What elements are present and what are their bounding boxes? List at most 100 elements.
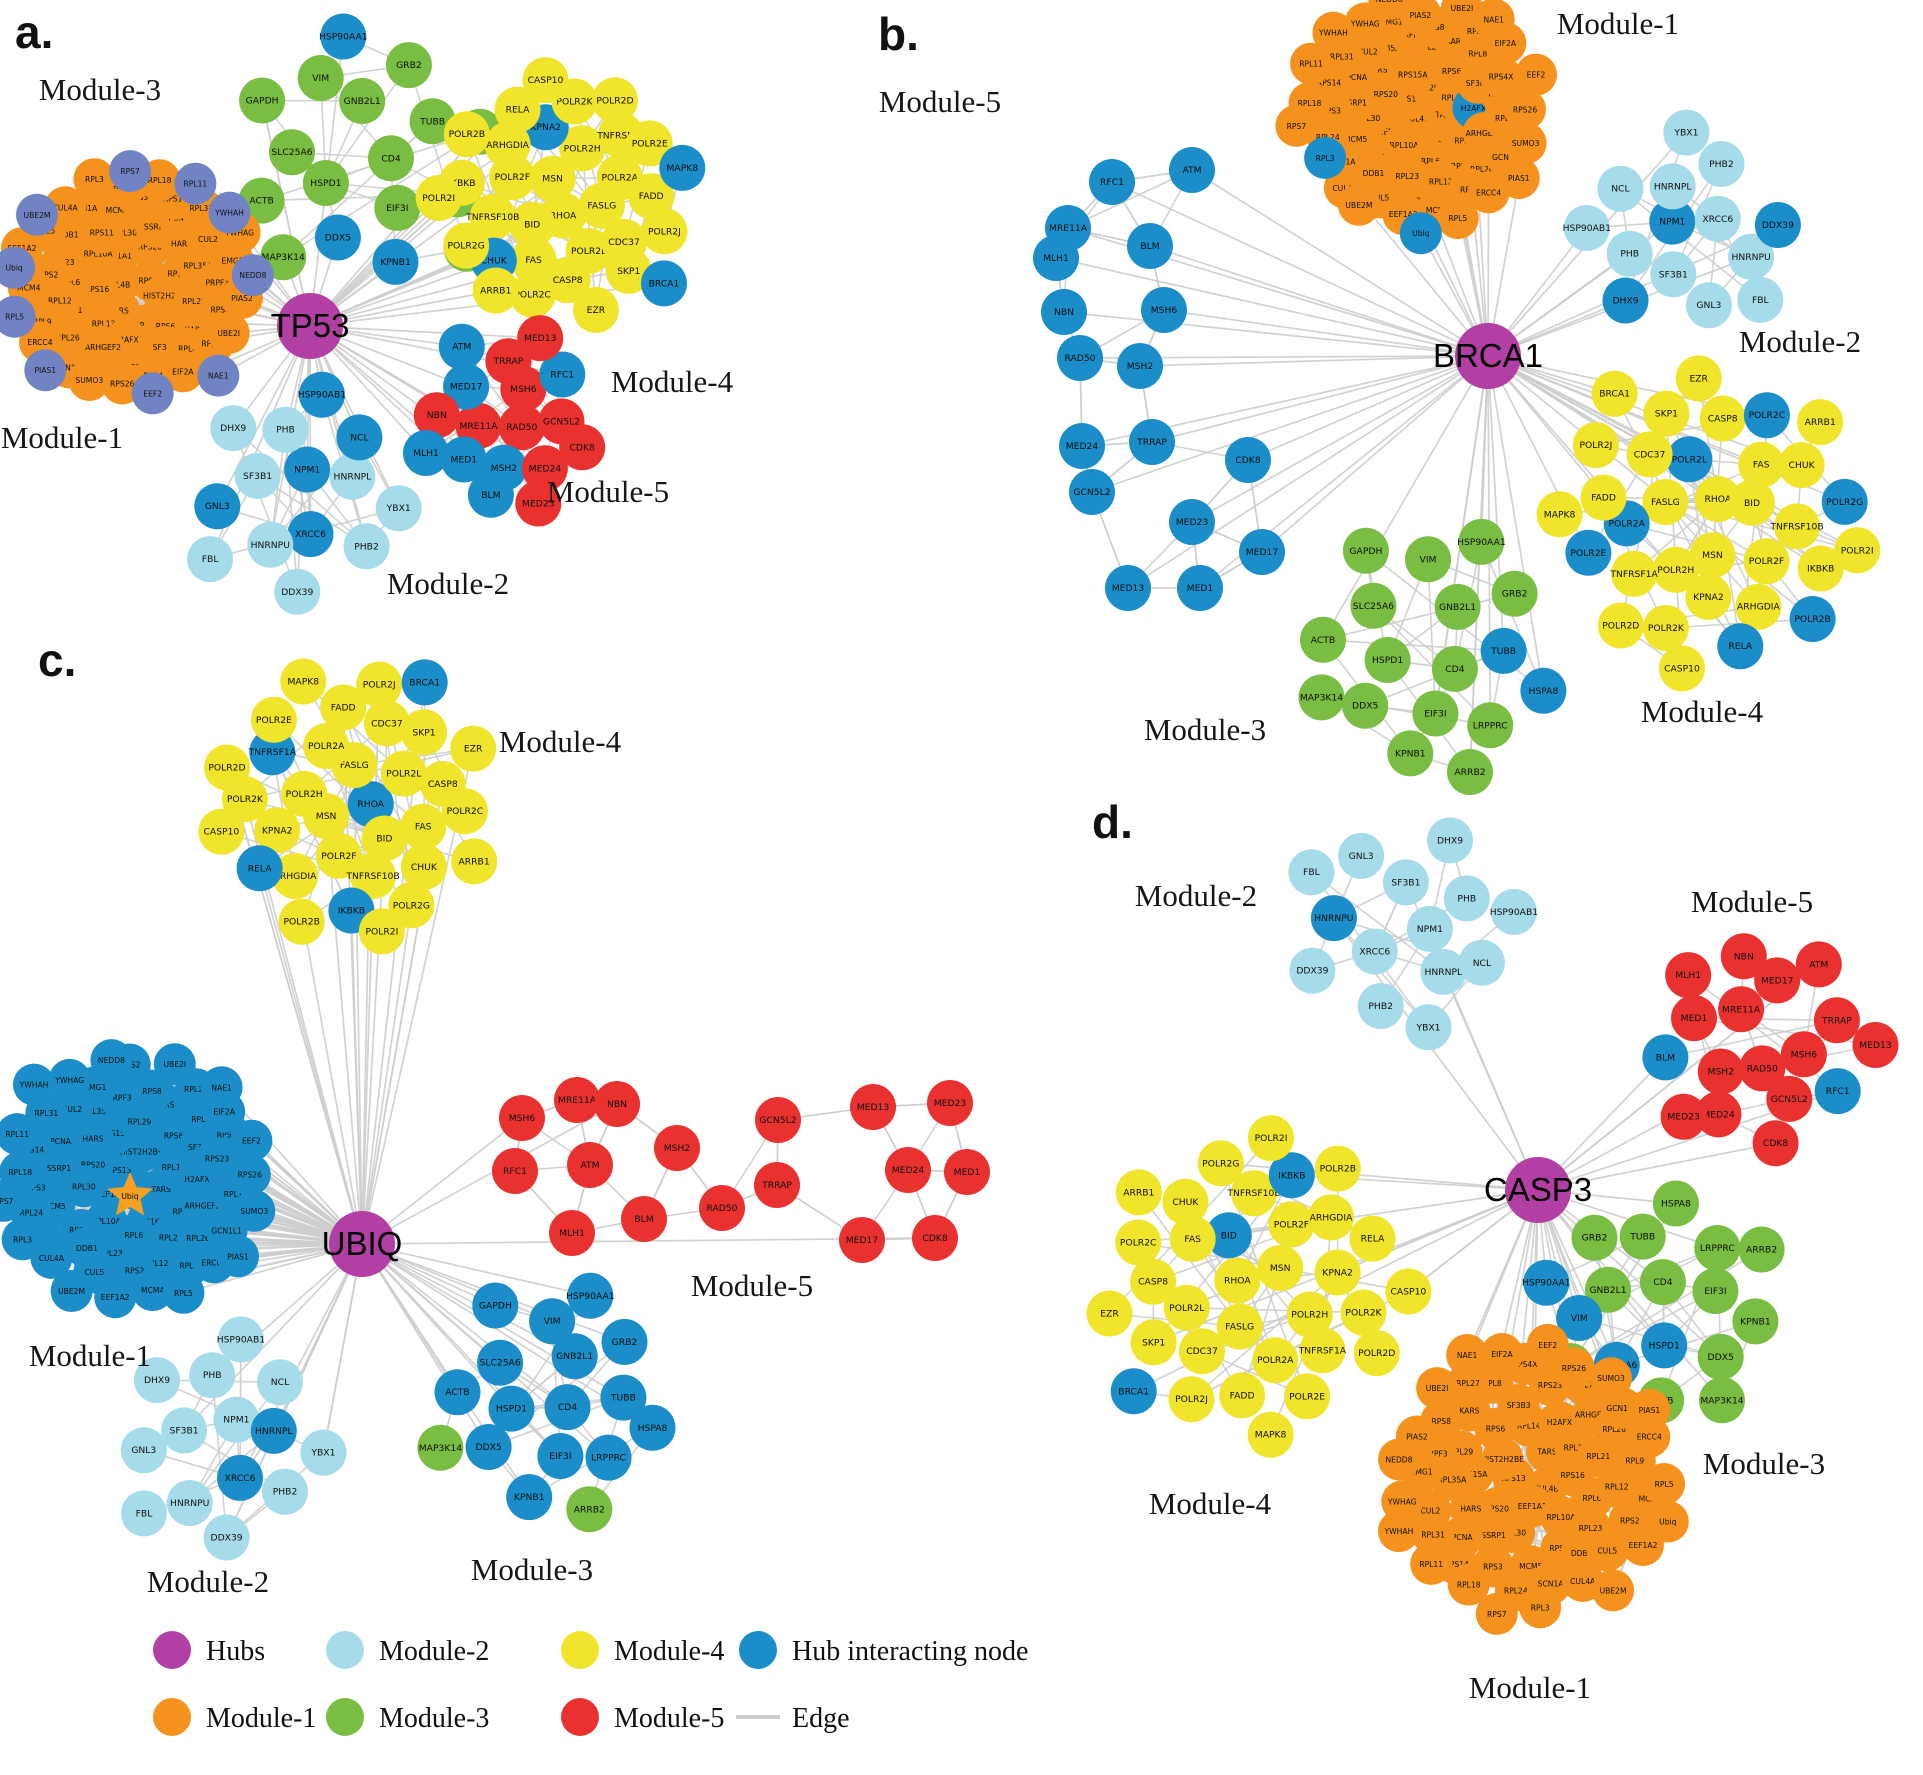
node-HSPD1[interactable]: HSPD1 <box>1364 637 1411 683</box>
node-HSP90AB1[interactable]: HSP90AB1 <box>1490 888 1538 935</box>
node-HNRNPL[interactable]: HNRNPL <box>329 453 376 500</box>
node-CHUK[interactable]: CHUK <box>1778 442 1825 489</box>
node-FBL[interactable]: FBL <box>121 1490 167 1537</box>
node-POLR2B[interactable]: POLR2B <box>1314 1145 1361 1192</box>
node-XRCC6[interactable]: XRCC6 <box>1694 195 1741 242</box>
node-PIAS1[interactable]: PIAS1 <box>217 1235 259 1278</box>
node-RPL3[interactable]: RPL3 <box>1519 1586 1562 1629</box>
node-FBL[interactable]: FBL <box>1737 276 1784 323</box>
node-NAE1[interactable]: NAE1 <box>200 1066 243 1109</box>
node-MED24[interactable]: MED24 <box>1059 423 1105 469</box>
node-ARHGDIA[interactable]: ARHGDIA <box>1735 583 1782 630</box>
node-POLR2J[interactable]: POLR2J <box>356 661 403 708</box>
node-TRRAP[interactable]: TRRAP <box>1813 997 1860 1044</box>
node-VIM[interactable]: VIM <box>297 55 344 101</box>
node-ATM[interactable]: ATM <box>1169 147 1215 193</box>
node-UBE2I[interactable]: UBE2I <box>1416 1367 1459 1410</box>
node-PHB2[interactable]: PHB2 <box>262 1468 308 1515</box>
node-GNB2L1[interactable]: GNB2L1 <box>339 78 386 124</box>
node-GRB2[interactable]: GRB2 <box>601 1318 648 1365</box>
node-NAE1[interactable]: NAE1 <box>1472 0 1515 41</box>
node-DDX39[interactable]: DDX39 <box>274 568 321 615</box>
node-VIM[interactable]: VIM <box>529 1298 576 1345</box>
node-NEDD8[interactable]: NEDD8 <box>90 1039 133 1082</box>
node-NBN[interactable]: NBN <box>1720 933 1767 980</box>
node-HSPD1[interactable]: HSPD1 <box>488 1385 535 1432</box>
node-RFC1[interactable]: RFC1 <box>1814 1068 1861 1115</box>
node-DHX9[interactable]: DHX9 <box>1602 277 1649 324</box>
node-MED13[interactable]: MED13 <box>1852 1022 1899 1068</box>
node-HNRNPL[interactable]: HNRNPL <box>250 1407 297 1454</box>
node-NPM1[interactable]: NPM1 <box>284 446 331 493</box>
node-UBE2I[interactable]: UBE2I <box>153 1043 196 1086</box>
node-RPL5[interactable]: RPL5 <box>162 1271 205 1314</box>
node-UBE2I[interactable]: UBE2I <box>207 312 250 355</box>
node-POLR2D[interactable]: POLR2D <box>204 744 250 791</box>
node-HSPD1[interactable]: HSPD1 <box>302 160 349 206</box>
node-PIAS1[interactable]: PIAS1 <box>1497 157 1540 199</box>
node-FBL[interactable]: FBL <box>187 536 234 583</box>
node-SKP1[interactable]: SKP1 <box>1130 1319 1177 1366</box>
node-XRCC6[interactable]: XRCC6 <box>217 1454 263 1501</box>
node-SF3B1[interactable]: SF3B1 <box>1650 251 1697 298</box>
node-TRRAP[interactable]: TRRAP <box>1129 419 1175 465</box>
node-CASP10[interactable]: CASP10 <box>1385 1268 1432 1315</box>
node-HSPA8[interactable]: HSPA8 <box>1520 667 1567 714</box>
node-SUMO3[interactable]: SUMO3 <box>233 1189 276 1232</box>
node-RPS7[interactable]: RPS7 <box>109 150 152 193</box>
node-SLC25A6[interactable]: SLC25A6 <box>477 1339 524 1386</box>
node-ARRB2[interactable]: ARRB2 <box>566 1486 613 1533</box>
node-POLR2H[interactable]: POLR2H <box>281 770 328 817</box>
node-POLR2L[interactable]: POLR2L <box>1666 436 1713 483</box>
node-CHUK[interactable]: CHUK <box>1162 1178 1209 1225</box>
node-BRCA1[interactable]: BRCA1 <box>641 260 687 307</box>
node-LRPPRC[interactable]: LRPPRC <box>1467 702 1514 749</box>
node-SKP1[interactable]: SKP1 <box>401 709 447 756</box>
node-UBE2M[interactable]: UBE2M <box>16 193 58 236</box>
node-YBX1[interactable]: YBX1 <box>1405 1004 1452 1051</box>
node-PHB2[interactable]: PHB2 <box>1698 141 1745 187</box>
node-NCL[interactable]: NCL <box>336 414 383 461</box>
node-POLR2D[interactable]: POLR2D <box>592 77 638 124</box>
node-MED23[interactable]: MED23 <box>1660 1093 1707 1140</box>
node-MED13[interactable]: MED13 <box>1105 565 1151 611</box>
node-BLM[interactable]: BLM <box>1642 1034 1689 1081</box>
node-YWHAH[interactable]: YWHAH <box>13 1063 55 1106</box>
node-POLR2D[interactable]: POLR2D <box>1353 1330 1400 1377</box>
node-MED24[interactable]: MED24 <box>885 1147 931 1193</box>
node-PHB[interactable]: PHB <box>189 1352 236 1399</box>
node-TUBB[interactable]: TUBB <box>1480 627 1527 674</box>
node-MRE11A[interactable]: MRE11A <box>1718 986 1765 1033</box>
node-MED1[interactable]: MED1 <box>1177 565 1223 611</box>
node-UBE2M[interactable]: UBE2M <box>50 1270 93 1312</box>
node-EEF2[interactable]: EEF2 <box>1515 53 1557 96</box>
node-DDX39[interactable]: DDX39 <box>1754 202 1801 248</box>
node-PHB[interactable]: PHB <box>262 406 309 453</box>
node-CASP8[interactable]: CASP8 <box>1130 1258 1177 1305</box>
node-MSH2[interactable]: MSH2 <box>1697 1048 1744 1095</box>
node-SLC25A6[interactable]: SLC25A6 <box>1350 582 1397 629</box>
node-MSH6[interactable]: MSH6 <box>499 1095 545 1141</box>
node-MED23[interactable]: MED23 <box>1169 499 1215 545</box>
node-BLM[interactable]: BLM <box>621 1196 667 1242</box>
node-POLR2B[interactable]: POLR2B <box>443 111 490 158</box>
node-POLR2F[interactable]: POLR2F <box>1268 1201 1315 1248</box>
node-GNL3[interactable]: GNL3 <box>120 1427 167 1474</box>
node-DDX5[interactable]: DDX5 <box>1342 682 1389 729</box>
node-KPNB1[interactable]: KPNB1 <box>506 1474 553 1521</box>
node-UBE2M[interactable]: UBE2M <box>1592 1569 1635 1612</box>
node-MED13[interactable]: MED13 <box>517 315 564 362</box>
node-FASLG[interactable]: FASLG <box>1216 1303 1263 1350</box>
node-CDC37[interactable]: CDC37 <box>1179 1328 1225 1375</box>
node-RPL3[interactable]: RPL3 <box>1 1218 44 1261</box>
node-EIF3I[interactable]: EIF3I <box>1412 690 1459 737</box>
node-ARRB1[interactable]: ARRB1 <box>1797 399 1844 446</box>
node-PHB2[interactable]: PHB2 <box>1357 983 1404 1029</box>
node-POLR2C[interactable]: POLR2C <box>1115 1219 1162 1266</box>
node-ATM[interactable]: ATM <box>567 1142 613 1188</box>
node-ATM[interactable]: ATM <box>438 323 485 370</box>
node-ARRB1[interactable]: ARRB1 <box>472 267 519 314</box>
node-NBN[interactable]: NBN <box>1041 289 1087 335</box>
node-MSN[interactable]: MSN <box>1257 1245 1304 1291</box>
node-TUBB[interactable]: TUBB <box>1619 1213 1666 1260</box>
